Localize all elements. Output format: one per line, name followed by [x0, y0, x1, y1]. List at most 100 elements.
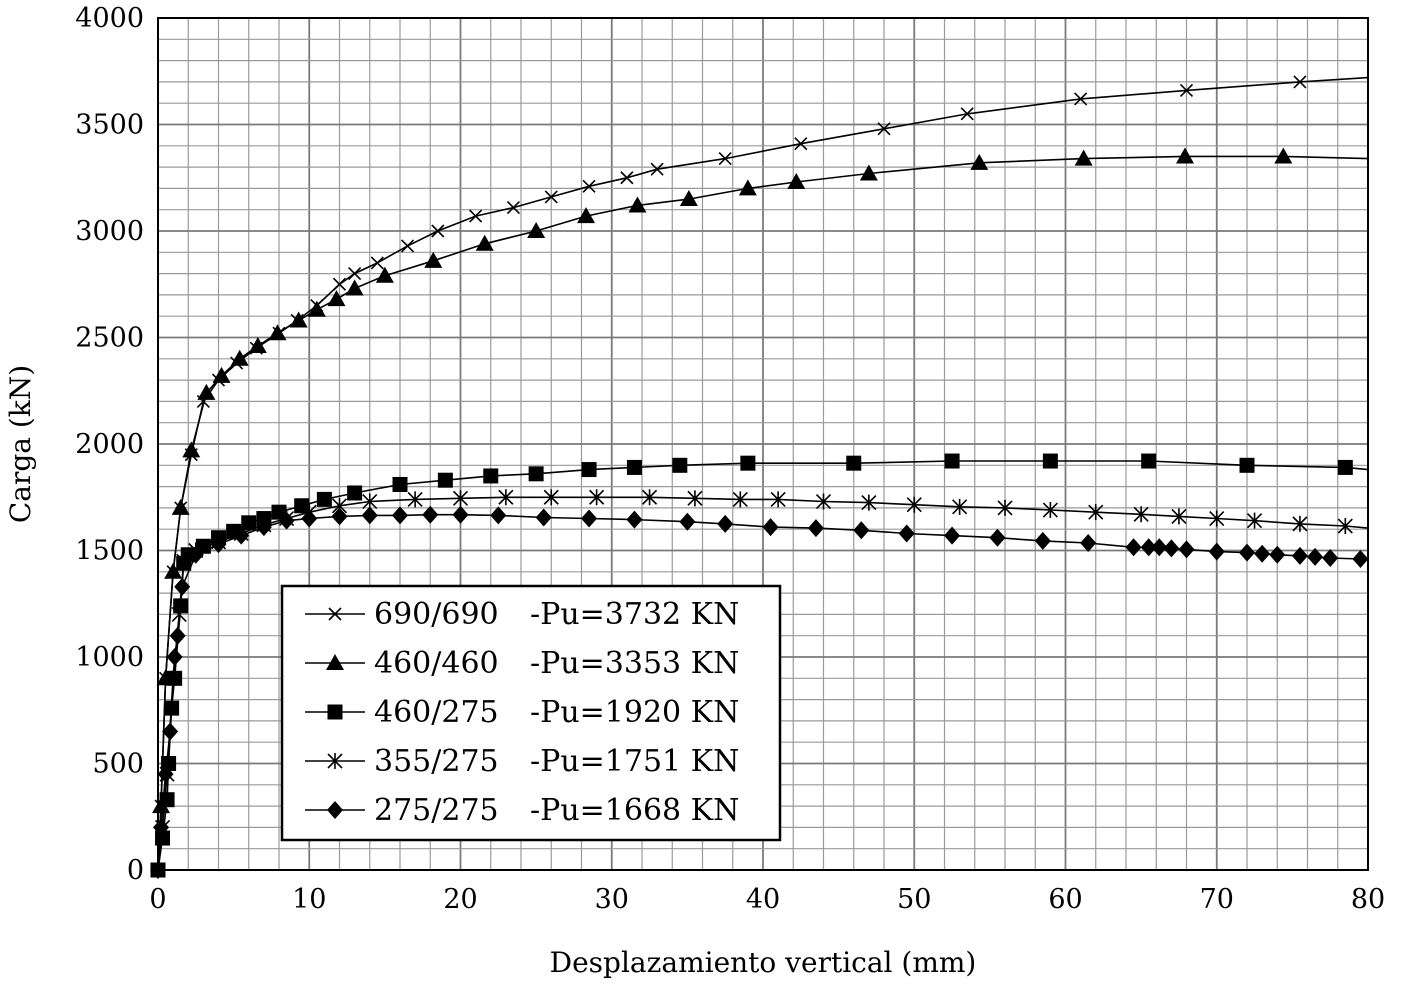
data-point-triangle — [327, 290, 346, 307]
data-point-diamond — [535, 508, 552, 527]
data-point-square — [437, 472, 453, 488]
series-line — [157, 155, 1369, 871]
data-point-star — [1133, 506, 1149, 523]
y-axis-title: Carga (kN) — [4, 365, 37, 523]
data-point-square — [672, 457, 688, 473]
data-point-diamond — [1291, 546, 1308, 565]
data-point-triangle — [289, 311, 308, 328]
legend-pu-label: -Pu=3353 KN — [530, 646, 739, 681]
data-point-square — [1337, 459, 1353, 475]
legend-series-name: 355/275 — [374, 744, 499, 779]
data-point-square — [347, 485, 363, 501]
data-point-x — [431, 224, 445, 238]
data-point-diamond — [1352, 550, 1369, 569]
data-point-triangle — [375, 266, 394, 283]
legend-series-name: 275/275 — [374, 793, 499, 828]
data-point-diamond — [1125, 538, 1142, 557]
data-point-triangle — [628, 196, 647, 213]
x-tick-label: 50 — [897, 884, 931, 915]
data-point-diamond — [278, 511, 295, 530]
data-point-star — [452, 490, 469, 507]
data-point-diamond — [853, 521, 870, 540]
data-point-star — [641, 489, 658, 506]
data-point-triangle — [268, 324, 287, 341]
data-point-triangle — [859, 164, 878, 181]
data-point-triangle — [171, 498, 190, 515]
plot-area-border — [157, 17, 1369, 871]
data-point-x — [620, 171, 634, 185]
y-tick-label: 3500 — [75, 110, 144, 141]
data-point-triangle — [1274, 147, 1293, 164]
data-point-triangle — [248, 337, 267, 354]
data-point-star — [498, 489, 514, 506]
data-point-diamond — [944, 526, 961, 545]
data-point-triangle — [326, 654, 344, 670]
data-point-diamond — [1239, 543, 1255, 562]
data-point-square — [167, 670, 183, 686]
legend-item: 690/690 -Pu=3732 KN — [305, 597, 739, 632]
data-point-x — [348, 267, 362, 281]
data-point-diamond — [361, 506, 378, 525]
data-point-x — [794, 137, 808, 151]
legend-item: 460/460 -Pu=3353 KN — [305, 646, 739, 681]
data-point-x — [332, 277, 347, 291]
data-point-diamond — [1034, 531, 1051, 550]
data-point-x — [1179, 83, 1194, 97]
data-point-star — [861, 494, 877, 511]
data-point-square — [294, 498, 310, 514]
data-point-diamond — [1140, 538, 1157, 557]
data-point-diamond — [989, 528, 1006, 547]
data-point-square — [846, 455, 862, 471]
legend-pu-label: -Pu=1668 KN — [530, 793, 739, 828]
data-point-square — [316, 491, 332, 507]
data-point-triangle — [679, 190, 698, 207]
data-point-diamond — [174, 577, 191, 596]
legend-item: 460/275 -Pu=1920 KN — [305, 695, 739, 730]
data-point-star — [770, 491, 786, 508]
legend-pu-label: -Pu=1751 KN — [530, 744, 739, 779]
data-point-star — [1171, 508, 1187, 525]
series-5 — [150, 505, 1369, 879]
data-point-star — [1088, 504, 1104, 521]
data-point-star — [327, 753, 343, 769]
data-point-square — [581, 462, 597, 478]
data-point-square — [155, 830, 171, 846]
y-axis-ticks: 0 500 1000 1500 2000 2500 3000 3500 4000 — [75, 3, 144, 886]
data-point-square — [159, 792, 175, 808]
x-tick-label: 30 — [595, 884, 629, 915]
legend-pu-label: -Pu=1920 KN — [530, 695, 739, 730]
data-point-triangle — [475, 234, 494, 251]
data-point-diamond — [153, 818, 170, 837]
data-point-square — [327, 704, 343, 720]
data-point-diamond — [166, 648, 183, 666]
data-point-star — [952, 498, 968, 515]
legend-pu-label: -Pu=3732 KN — [530, 597, 739, 632]
data-point-star — [1292, 515, 1308, 532]
data-point-star — [906, 496, 922, 513]
data-point-x — [1074, 92, 1088, 106]
data-point-square — [271, 504, 287, 520]
data-point-x — [1293, 75, 1307, 89]
data-point-triangle — [197, 383, 216, 400]
x-tick-label: 0 — [149, 884, 166, 915]
y-tick-label: 2500 — [75, 323, 144, 354]
data-point-triangle — [182, 441, 201, 458]
data-point-diamond — [679, 512, 696, 531]
data-point-square — [626, 459, 642, 475]
series-layer — [150, 75, 1369, 879]
data-point-square — [944, 453, 960, 469]
data-point-diamond — [157, 765, 174, 784]
data-point-diamond — [898, 524, 915, 543]
y-tick-label: 2000 — [75, 429, 144, 460]
x-tick-label: 70 — [1200, 884, 1234, 915]
data-point-diamond — [150, 861, 166, 879]
data-point-diamond — [1080, 534, 1097, 553]
data-point-star — [176, 553, 192, 570]
x-tick-label: 60 — [1048, 884, 1082, 915]
data-point-diamond — [331, 507, 348, 526]
data-point-diamond — [807, 519, 824, 538]
data-point-diamond — [452, 505, 469, 524]
legend-series-name: 690/690 — [374, 597, 499, 632]
data-point-square — [740, 455, 756, 471]
data-point-triangle — [164, 562, 183, 579]
